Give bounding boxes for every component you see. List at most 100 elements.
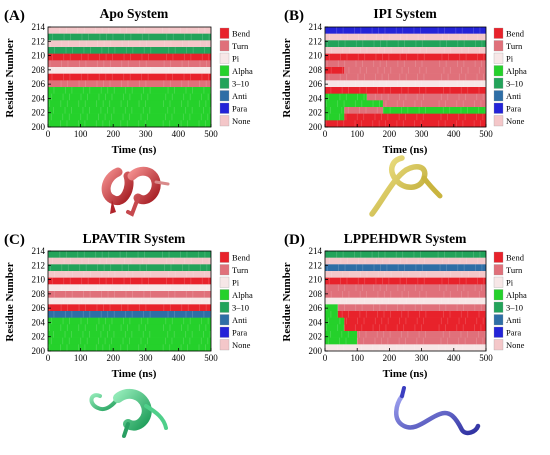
- heatmap-texture: [462, 344, 464, 351]
- heatmap-texture: [419, 271, 421, 278]
- legend-label: None: [232, 116, 251, 126]
- heatmap-texture: [474, 284, 476, 291]
- heatmap-texture: [169, 324, 171, 331]
- x-tick-label: 100: [350, 129, 364, 139]
- heatmap-texture: [109, 60, 111, 67]
- heatmap-texture: [364, 257, 366, 265]
- heatmap-texture: [415, 40, 417, 47]
- heatmap-texture: [167, 331, 169, 338]
- heatmap-texture: [90, 47, 91, 54]
- heatmap-texture: [408, 271, 410, 278]
- heatmap-texture: [423, 53, 425, 61]
- heatmap-texture: [169, 304, 171, 311]
- heatmap-texture: [68, 113, 70, 121]
- y-tick-label: 200: [309, 346, 323, 356]
- heatmap-texture: [69, 297, 71, 305]
- heatmap-texture: [103, 264, 105, 271]
- legend-swatch: [219, 77, 230, 89]
- heatmap-texture: [107, 331, 108, 338]
- heatmap-texture: [361, 344, 362, 351]
- heatmap-texture: [60, 324, 62, 331]
- heatmap-texture: [357, 297, 359, 305]
- heatmap-texture: [69, 73, 71, 81]
- heatmap-texture: [456, 304, 458, 311]
- heatmap-texture: [421, 284, 423, 291]
- heatmap-texture: [478, 87, 480, 94]
- heatmap-texture: [170, 40, 172, 47]
- heatmap-cell: [48, 93, 211, 101]
- y-tick-label: 202: [32, 332, 46, 342]
- heatmap-cell: [48, 80, 211, 88]
- heatmap-texture: [120, 120, 122, 127]
- heatmap-texture: [476, 53, 478, 61]
- y-tick-label: 214: [32, 22, 46, 32]
- heatmap-texture: [326, 264, 328, 271]
- heatmap-texture: [138, 80, 140, 87]
- heatmap-texture: [403, 324, 405, 331]
- heatmap-texture: [165, 317, 167, 325]
- heatmap-texture: [460, 331, 462, 338]
- heatmap-texture: [174, 87, 175, 94]
- y-tick-label: 212: [32, 260, 46, 270]
- heatmap-texture: [89, 67, 91, 74]
- heatmap-texture: [168, 27, 170, 34]
- heatmap-texture: [60, 100, 62, 107]
- heatmap-texture: [360, 47, 361, 54]
- heatmap-texture: [463, 304, 464, 311]
- heatmap-texture: [102, 324, 104, 331]
- legend-swatch: [493, 102, 504, 114]
- heatmap-texture: [456, 324, 458, 331]
- heatmap-texture: [122, 93, 124, 101]
- heatmap-texture: [460, 311, 462, 318]
- heatmap-texture: [362, 60, 363, 67]
- heatmap-texture: [107, 47, 109, 54]
- heatmap-texture: [192, 67, 194, 74]
- heatmap-texture: [385, 120, 387, 127]
- heatmap-texture: [447, 93, 449, 101]
- x-tick-label: 500: [479, 129, 493, 139]
- heatmap-texture: [181, 304, 183, 311]
- heatmap-texture: [354, 324, 356, 331]
- heatmap-texture: [145, 80, 147, 87]
- heatmap-texture: [150, 291, 151, 298]
- heatmap-texture: [87, 73, 89, 81]
- legend: Bend Turn Pi Alpha 3–10 Anti Para None: [493, 251, 527, 351]
- heatmap-texture: [209, 107, 211, 114]
- heatmap-texture: [379, 284, 381, 291]
- heatmap-texture: [480, 100, 482, 107]
- heatmap-texture: [67, 284, 69, 291]
- heatmap-texture: [473, 251, 474, 258]
- heatmap-texture: [100, 107, 102, 114]
- x-axis-label: Time (ns): [112, 368, 157, 380]
- y-tick-label: 208: [32, 65, 46, 75]
- heatmap-texture: [443, 271, 445, 278]
- heatmap-texture: [85, 40, 87, 47]
- heatmap-texture: [340, 33, 342, 41]
- heatmap-texture: [82, 107, 84, 114]
- heatmap-texture: [377, 271, 379, 278]
- heatmap-texture: [146, 40, 147, 47]
- heatmap-texture: [208, 33, 210, 41]
- heatmap-texture: [68, 337, 70, 345]
- heatmap-texture: [440, 113, 442, 121]
- heatmap-texture: [124, 331, 126, 338]
- heatmap-texture: [145, 284, 147, 291]
- heatmap-texture: [185, 331, 187, 338]
- y-tick-label: 200: [32, 122, 46, 132]
- heatmap-texture: [480, 324, 482, 331]
- heatmap-cell: [325, 93, 367, 101]
- legend-label: Turn: [232, 41, 249, 51]
- y-tick-label: 210: [309, 275, 323, 285]
- heatmap-texture: [325, 100, 327, 107]
- heatmap-texture: [205, 80, 207, 87]
- heatmap-texture: [172, 33, 174, 41]
- heatmap-texture: [138, 304, 140, 311]
- legend-swatch: [493, 314, 504, 326]
- heatmap-texture: [203, 291, 205, 298]
- heatmap-texture: [107, 311, 109, 318]
- heatmap-texture: [208, 53, 210, 61]
- heatmap-texture: [162, 344, 164, 351]
- heatmap-texture: [167, 67, 169, 74]
- heatmap-texture: [480, 80, 482, 87]
- heatmap-texture: [129, 113, 130, 121]
